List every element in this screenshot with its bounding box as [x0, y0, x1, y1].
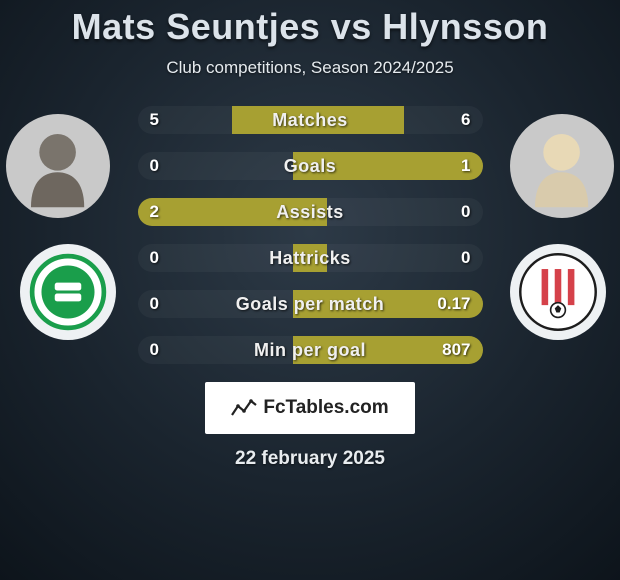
stat-value-right: 6: [461, 106, 470, 134]
player-left-silhouette-icon: [16, 124, 99, 207]
stat-label: Min per goal: [138, 336, 483, 364]
club-right-crest-icon: [517, 251, 599, 333]
fctables-logo-icon: [231, 397, 257, 419]
stat-row: Hattricks0 0: [138, 244, 483, 272]
stat-label: Assists: [138, 198, 483, 226]
club-left-crest-icon: [29, 253, 107, 331]
watermark: FcTables.com: [205, 382, 415, 434]
player-left-avatar: [6, 114, 110, 218]
club-right-badge: [510, 244, 606, 340]
stat-value-right: 0: [461, 244, 470, 272]
stat-value-right: 0.17: [437, 290, 470, 318]
page-title: Mats Seuntjes vs Hlynsson: [0, 0, 620, 48]
player-right-avatar: [510, 114, 614, 218]
stat-row: Assists2 0: [138, 198, 483, 226]
stat-value-left: 0: [150, 336, 159, 364]
stat-value-left: 0: [150, 244, 159, 272]
stat-value-right: 1: [461, 152, 470, 180]
stat-label: Goals: [138, 152, 483, 180]
stat-bars: Matches56Goals01Assists20Hattricks00Goal…: [138, 106, 483, 364]
stat-value-left: 5: [150, 106, 159, 134]
stat-value-left: 0: [150, 152, 159, 180]
stat-row: Goals0 1: [138, 152, 483, 180]
stat-row: Matches5 6: [138, 106, 483, 134]
stat-value-right: 807: [442, 336, 470, 364]
date-label: 22 february 2025: [0, 448, 620, 470]
stat-label: Matches: [138, 106, 483, 134]
stat-row: Goals per match0 0.17: [138, 290, 483, 318]
stat-label: Goals per match: [138, 290, 483, 318]
stat-label: Hattricks: [138, 244, 483, 272]
content-region: Matches56Goals01Assists20Hattricks00Goal…: [0, 106, 620, 470]
watermark-text: FcTables.com: [263, 397, 388, 419]
subtitle: Club competitions, Season 2024/2025: [0, 58, 620, 78]
comparison-card: Mats Seuntjes vs Hlynsson Club competiti…: [0, 0, 620, 580]
stat-value-left: 0: [150, 290, 159, 318]
stat-row: Min per goal0 807: [138, 336, 483, 364]
player-right-silhouette-icon: [520, 124, 603, 207]
stat-value-right: 0: [461, 198, 470, 226]
club-left-badge: [20, 244, 116, 340]
stat-value-left: 2: [150, 198, 159, 226]
